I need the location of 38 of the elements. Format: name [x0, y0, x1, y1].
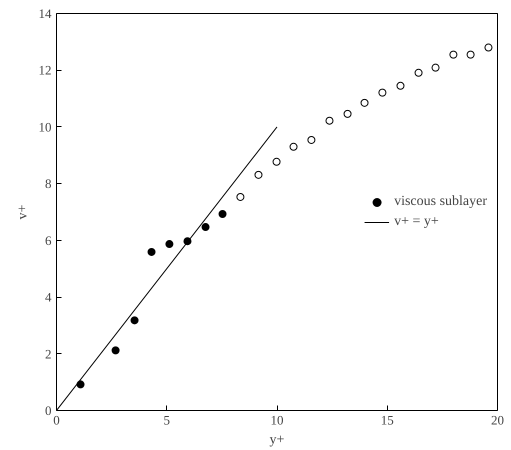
x-tick-label: 15	[380, 412, 394, 428]
point	[396, 82, 404, 90]
legend-label: v+ = y+	[394, 214, 439, 230]
point	[272, 158, 281, 166]
point	[236, 192, 244, 201]
y-tick-label: 0	[45, 403, 52, 418]
y-axis-title: v+	[16, 204, 30, 220]
x-tick-label: 20	[491, 412, 504, 428]
legend-label: viscous sublayer	[394, 194, 487, 210]
y-tick-label: 8	[45, 176, 52, 192]
point	[290, 142, 298, 151]
y-tick-label: 2	[45, 346, 52, 362]
point	[218, 210, 227, 218]
y-tick-label: 6	[45, 232, 52, 248]
point	[165, 240, 174, 248]
point	[466, 50, 475, 59]
point	[76, 380, 85, 388]
y-tick-label: 12	[38, 62, 52, 78]
point	[307, 136, 316, 144]
x-tick-label: 5	[164, 412, 170, 428]
x-tick-label: 10	[270, 412, 284, 428]
point	[130, 316, 139, 324]
point	[432, 64, 440, 72]
point	[325, 116, 334, 125]
point	[449, 50, 458, 59]
y-tick-label: 10	[38, 119, 52, 134]
point	[484, 44, 492, 52]
point	[112, 346, 120, 354]
point	[148, 248, 156, 256]
point	[378, 88, 386, 97]
y-tick-label: 4	[45, 290, 52, 305]
y-tick-label: 14	[38, 6, 52, 21]
point	[414, 68, 423, 77]
x-axis-title: y+	[270, 432, 285, 448]
point	[360, 98, 369, 107]
point	[202, 223, 210, 232]
point	[344, 110, 352, 118]
point	[254, 170, 262, 179]
